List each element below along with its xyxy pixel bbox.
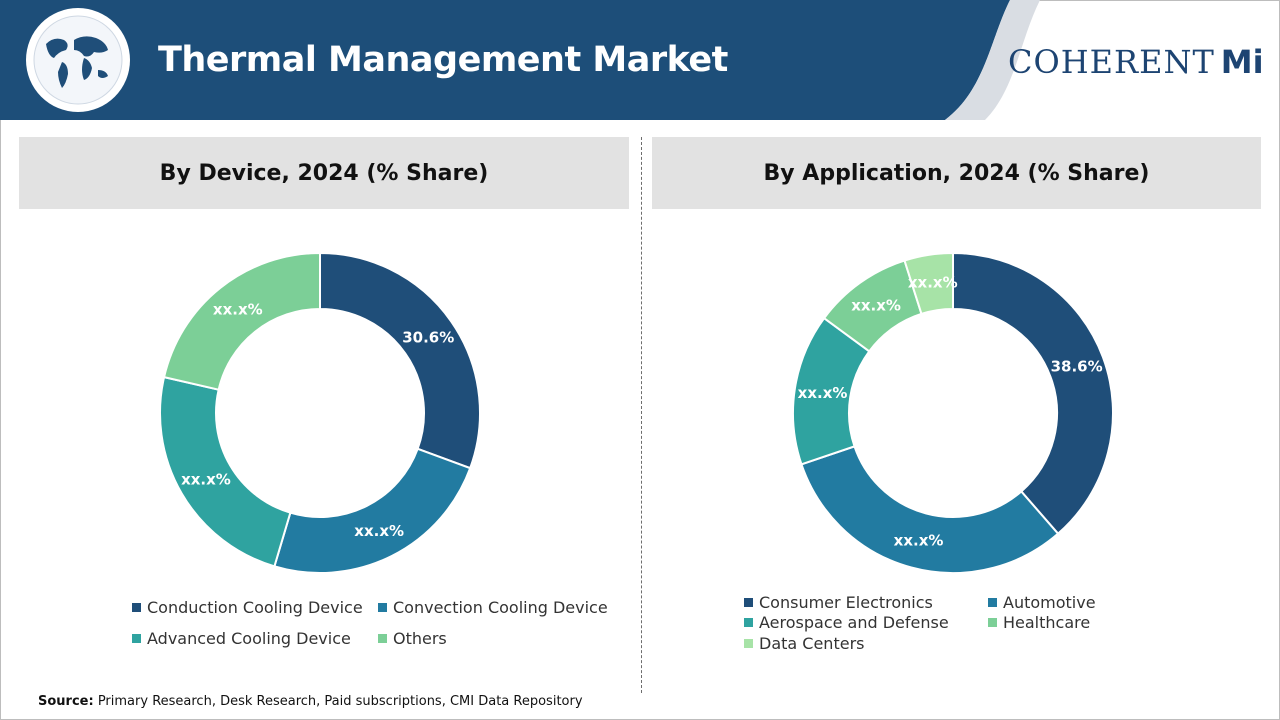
legend-item-device-3: Others	[378, 629, 447, 648]
legend-label: Data Centers	[759, 634, 865, 653]
slice-label-device-2: xx.x%	[181, 470, 231, 488]
legend-item-device-2: Advanced Cooling Device	[132, 629, 351, 648]
donut-slice-device-0	[319, 251, 481, 470]
donut-slice-application-4	[903, 251, 954, 316]
slice-label-device-3: xx.x%	[213, 301, 263, 319]
slice-label-application-3: xx.x%	[851, 297, 901, 315]
legend-swatch	[988, 618, 997, 627]
legend-swatch	[132, 603, 141, 612]
donut-slice-application-0	[952, 251, 1114, 536]
legend-label: Advanced Cooling Device	[147, 629, 351, 648]
slice-label-device-1: xx.x%	[354, 522, 404, 540]
logo-suffix: Mi	[1220, 43, 1264, 81]
page-title: Thermal Management Market	[158, 40, 728, 80]
legend-label: Conduction Cooling Device	[147, 598, 363, 617]
donut-slice-device-1	[273, 447, 472, 574]
legend-item-application-4: Data Centers	[744, 634, 864, 653]
slice-label-application-4: xx.x%	[908, 274, 958, 292]
application-legend: Consumer Electronics Automotive Aerospace …	[744, 593, 1264, 663]
device-donut-chart: 30.6% xx.x% xx.x% xx.x%	[159, 251, 481, 574]
application-chart-header: By Application, 2024 (% Share)	[652, 137, 1261, 209]
legend-swatch	[744, 639, 753, 648]
device-chart-header: By Device, 2024 (% Share)	[19, 137, 629, 209]
logo-main: COHERENT	[1008, 43, 1215, 81]
slice-label-application-0: 38.6%	[1051, 358, 1103, 376]
legend-swatch	[132, 634, 141, 643]
legend-item-application-3: Healthcare	[988, 613, 1090, 632]
source-note: Source: Primary Research, Desk Research,…	[38, 694, 583, 709]
legend-label: Consumer Electronics	[759, 593, 933, 612]
header-background	[0, 0, 1040, 120]
slice-label-application-2: xx.x%	[798, 384, 848, 402]
legend-item-application-0: Consumer Electronics	[744, 593, 933, 612]
source-label: Source:	[38, 694, 94, 709]
slice-label-application-1: xx.x%	[894, 531, 944, 549]
legend-item-device-0: Conduction Cooling Device	[132, 598, 363, 617]
legend-swatch	[378, 603, 387, 612]
donut-slice-application-1	[800, 445, 1060, 574]
legend-swatch	[988, 598, 997, 607]
legend-label: Aerospace and Defense	[759, 613, 949, 632]
source-text: Primary Research, Desk Research, Paid su…	[93, 694, 583, 709]
globe-icon	[26, 8, 130, 112]
device-legend: Conduction Cooling Device Convection Cool…	[132, 598, 632, 658]
legend-label: Others	[393, 629, 447, 648]
legend-label: Convection Cooling Device	[393, 598, 608, 617]
panel-divider	[641, 137, 642, 693]
header-banner: Thermal Management Market COHERENT Mi	[0, 0, 1280, 120]
company-logo: COHERENT Mi	[1008, 40, 1270, 84]
legend-item-device-1: Convection Cooling Device	[378, 598, 608, 617]
legend-swatch	[744, 598, 753, 607]
legend-label: Automotive	[1003, 593, 1096, 612]
donut-slice-device-3	[162, 251, 321, 391]
application-donut-chart: 38.6% xx.x% xx.x% xx.x% xx.x%	[792, 251, 1114, 574]
legend-item-application-2: Aerospace and Defense	[744, 613, 949, 632]
legend-swatch	[744, 618, 753, 627]
slice-label-device-0: 30.6%	[402, 328, 454, 346]
legend-swatch	[378, 634, 387, 643]
legend-item-application-1: Automotive	[988, 593, 1096, 612]
legend-label: Healthcare	[1003, 613, 1091, 632]
